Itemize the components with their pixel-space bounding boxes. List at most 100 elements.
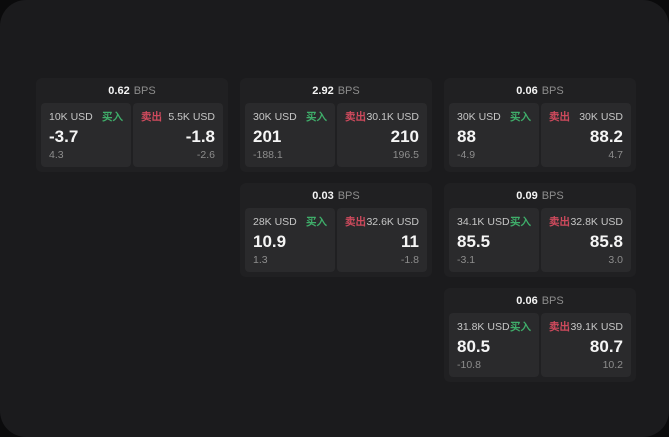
buy-delta-value: -188.1 — [253, 149, 283, 161]
buy-action-label: 买入 — [306, 111, 327, 123]
spread-header: 0.06 BPS — [444, 78, 636, 103]
buy-price-value: -3.7 — [49, 127, 79, 146]
sell-price-value: 80.7 — [589, 337, 623, 356]
spread-value: 0.03 — [312, 189, 334, 202]
quote-cards-grid: 0.62 BPS 10K USD 买入 -3.7 4.3 卖出 5.5K USD… — [36, 78, 636, 382]
sell-action-label: 卖出 — [549, 216, 570, 228]
sell-delta-value: 10.2 — [602, 359, 623, 371]
sell-tile-header: 卖出 30K USD — [549, 109, 623, 124]
quote-card: 0.62 BPS 10K USD 买入 -3.7 4.3 卖出 5.5K USD… — [36, 78, 228, 172]
buy-delta-value: 4.3 — [49, 149, 64, 161]
buy-size-label: 10K USD — [49, 110, 93, 123]
quote-card: 2.92 BPS 30K USD 买入 201 -188.1 卖出 30.1K … — [240, 78, 432, 172]
spread-value: 0.06 — [516, 294, 538, 307]
sell-delta-value: 196.5 — [392, 149, 419, 161]
sell-size-label: 5.5K USD — [168, 110, 215, 123]
sell-action-label: 卖出 — [345, 111, 366, 123]
buy-size-label: 31.8K USD — [457, 320, 510, 333]
sell-tile[interactable]: 卖出 5.5K USD -1.8 -2.6 — [133, 103, 223, 167]
spread-unit-label: BPS — [133, 84, 156, 97]
buy-tile-header: 31.8K USD 买入 — [457, 319, 531, 334]
buy-size-label: 34.1K USD — [457, 215, 510, 228]
buy-tile[interactable]: 30K USD 买入 201 -188.1 — [245, 103, 335, 167]
spread-unit-label: BPS — [541, 189, 564, 202]
sell-price-value: 210 — [390, 127, 419, 146]
buy-size-label: 28K USD — [253, 215, 297, 228]
buy-action-label: 买入 — [510, 216, 531, 228]
quote-card-body: 31.8K USD 买入 80.5 -10.8 卖出 39.1K USD 80.… — [444, 313, 636, 382]
buy-tile[interactable]: 28K USD 买入 10.9 1.3 — [245, 208, 335, 272]
spread-value: 2.92 — [312, 84, 334, 97]
buy-tile-header: 30K USD 买入 — [253, 109, 327, 124]
quote-card: 0.06 BPS 30K USD 买入 88 -4.9 卖出 30K USD 8… — [444, 78, 636, 172]
buy-delta-value: 1.3 — [253, 254, 268, 266]
quote-card: 0.06 BPS 31.8K USD 买入 80.5 -10.8 卖出 39.1… — [444, 288, 636, 382]
sell-price-value: -1.8 — [185, 127, 215, 146]
buy-price-value: 201 — [253, 127, 282, 146]
sell-delta-value: 4.7 — [608, 149, 623, 161]
buy-price-value: 80.5 — [457, 337, 491, 356]
sell-action-label: 卖出 — [549, 111, 570, 123]
spread-header: 2.92 BPS — [240, 78, 432, 103]
quote-card-body: 28K USD 买入 10.9 1.3 卖出 32.6K USD 11 -1.8 — [240, 208, 432, 277]
sell-action-label: 卖出 — [549, 321, 570, 333]
sell-tile-header: 卖出 32.6K USD — [345, 214, 419, 229]
sell-size-label: 32.6K USD — [366, 215, 419, 228]
spread-header: 0.62 BPS — [36, 78, 228, 103]
buy-price-value: 88 — [457, 127, 476, 146]
spread-header: 0.06 BPS — [444, 288, 636, 313]
quote-card-body: 34.1K USD 买入 85.5 -3.1 卖出 32.8K USD 85.8… — [444, 208, 636, 277]
buy-tile-header: 34.1K USD 买入 — [457, 214, 531, 229]
quote-card-body: 30K USD 买入 88 -4.9 卖出 30K USD 88.2 4.7 — [444, 103, 636, 172]
spread-unit-label: BPS — [337, 189, 360, 202]
sell-action-label: 卖出 — [345, 216, 366, 228]
spread-value: 0.62 — [108, 84, 130, 97]
buy-tile[interactable]: 31.8K USD 买入 80.5 -10.8 — [449, 313, 539, 377]
spread-value: 0.06 — [516, 84, 538, 97]
buy-action-label: 买入 — [306, 216, 327, 228]
sell-price-value: 11 — [401, 232, 419, 251]
quote-card-body: 30K USD 买入 201 -188.1 卖出 30.1K USD 210 1… — [240, 103, 432, 172]
spread-unit-label: BPS — [337, 84, 360, 97]
buy-tile[interactable]: 34.1K USD 买入 85.5 -3.1 — [449, 208, 539, 272]
buy-delta-value: -3.1 — [457, 254, 476, 266]
quote-card: 0.03 BPS 28K USD 买入 10.9 1.3 卖出 32.6K US… — [240, 183, 432, 277]
sell-tile[interactable]: 卖出 39.1K USD 80.7 10.2 — [541, 313, 631, 377]
sell-delta-value: -1.8 — [400, 254, 419, 266]
sell-tile-header: 卖出 32.8K USD — [549, 214, 623, 229]
buy-price-value: 10.9 — [253, 232, 287, 251]
sell-tile-header: 卖出 5.5K USD — [141, 109, 215, 124]
spread-header: 0.03 BPS — [240, 183, 432, 208]
sell-tile-header: 卖出 39.1K USD — [549, 319, 623, 334]
sell-size-label: 39.1K USD — [570, 320, 623, 333]
buy-action-label: 买入 — [102, 111, 123, 123]
buy-delta-value: -10.8 — [457, 359, 481, 371]
spread-unit-label: BPS — [541, 294, 564, 307]
spread-value: 0.09 — [516, 189, 538, 202]
sell-action-label: 卖出 — [141, 111, 162, 123]
buy-tile-header: 28K USD 买入 — [253, 214, 327, 229]
buy-size-label: 30K USD — [457, 110, 501, 123]
spread-header: 0.09 BPS — [444, 183, 636, 208]
buy-action-label: 买入 — [510, 321, 531, 333]
sell-delta-value: 3.0 — [608, 254, 623, 266]
quote-card-body: 10K USD 买入 -3.7 4.3 卖出 5.5K USD -1.8 -2.… — [36, 103, 228, 172]
sell-tile[interactable]: 卖出 30.1K USD 210 196.5 — [337, 103, 427, 167]
sell-tile[interactable]: 卖出 32.8K USD 85.8 3.0 — [541, 208, 631, 272]
sell-tile-header: 卖出 30.1K USD — [345, 109, 419, 124]
buy-tile-header: 10K USD 买入 — [49, 109, 123, 124]
sell-tile[interactable]: 卖出 30K USD 88.2 4.7 — [541, 103, 631, 167]
buy-price-value: 85.5 — [457, 232, 491, 251]
spread-unit-label: BPS — [541, 84, 564, 97]
buy-delta-value: -4.9 — [457, 149, 476, 161]
buy-tile[interactable]: 30K USD 买入 88 -4.9 — [449, 103, 539, 167]
quote-card: 0.09 BPS 34.1K USD 买入 85.5 -3.1 卖出 32.8K… — [444, 183, 636, 277]
buy-tile-header: 30K USD 买入 — [457, 109, 531, 124]
sell-tile[interactable]: 卖出 32.6K USD 11 -1.8 — [337, 208, 427, 272]
sell-size-label: 30K USD — [579, 110, 623, 123]
buy-tile[interactable]: 10K USD 买入 -3.7 4.3 — [41, 103, 131, 167]
sell-price-value: 88.2 — [589, 127, 623, 146]
sell-delta-value: -2.6 — [196, 149, 215, 161]
sell-size-label: 32.8K USD — [570, 215, 623, 228]
